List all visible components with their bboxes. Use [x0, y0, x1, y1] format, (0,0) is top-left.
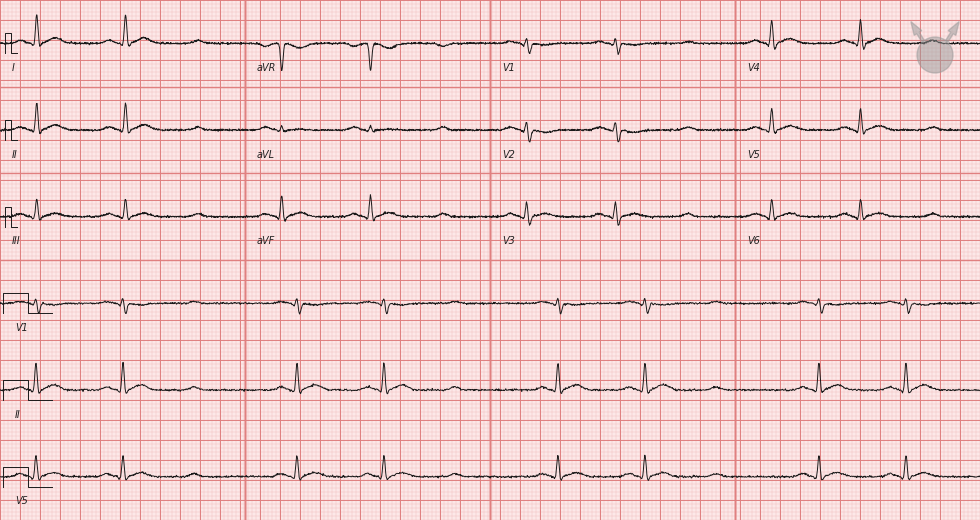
- Text: aVL: aVL: [257, 150, 275, 160]
- FancyArrow shape: [910, 21, 924, 42]
- Text: V5: V5: [747, 150, 760, 160]
- Text: V3: V3: [502, 237, 514, 246]
- Text: II: II: [15, 410, 21, 420]
- Text: V4: V4: [747, 63, 760, 73]
- Text: II: II: [12, 150, 18, 160]
- Text: V2: V2: [502, 150, 514, 160]
- Text: aVF: aVF: [257, 237, 275, 246]
- Text: V1: V1: [502, 63, 514, 73]
- Text: V6: V6: [747, 237, 760, 246]
- Text: V5: V5: [15, 497, 27, 506]
- Text: III: III: [12, 237, 21, 246]
- Text: V1: V1: [15, 323, 27, 333]
- FancyArrow shape: [946, 21, 959, 42]
- Text: I: I: [12, 63, 15, 73]
- Circle shape: [917, 37, 953, 73]
- Text: aVR: aVR: [257, 63, 276, 73]
